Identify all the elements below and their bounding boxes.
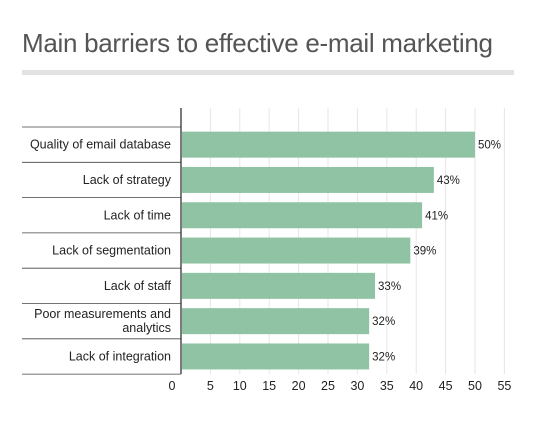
bar (182, 202, 423, 229)
category-label: Lack of segmentation (52, 244, 171, 258)
category-label: Lack of strategy (83, 173, 172, 187)
bar-value-label: 41% (425, 210, 448, 222)
bar-value-label: 43% (437, 175, 460, 187)
chart-title: Main barriers to effective e-mail market… (22, 28, 493, 58)
x-tick-label: 30 (350, 379, 364, 393)
bar (182, 308, 370, 335)
category-label: Poor measurements and analytics (34, 307, 171, 335)
x-tick-label: 25 (321, 379, 335, 393)
bar-value-label: 32% (372, 351, 395, 363)
bar (182, 166, 434, 193)
bar-value-label: 33% (378, 281, 401, 293)
bar-value-label: 39% (413, 246, 436, 258)
title-underline (22, 70, 514, 75)
x-tick-label: 40 (409, 379, 423, 393)
bar (182, 272, 376, 299)
category-label: Lack of integration (69, 349, 171, 363)
bar-value-label: 50% (478, 140, 501, 152)
bar (182, 343, 370, 370)
bar (182, 131, 475, 158)
x-tick-label: 45 (439, 379, 453, 393)
x-tick-label: 10 (233, 379, 247, 393)
category-label: Quality of email database (30, 138, 171, 152)
category-label: Lack of time (104, 208, 171, 222)
bar-value-label: 32% (372, 316, 395, 328)
bar (182, 237, 411, 264)
x-tick-label: 15 (262, 379, 276, 393)
x-tick-label: 20 (292, 379, 306, 393)
x-tick-label: 35 (380, 379, 394, 393)
category-label: Lack of staff (104, 279, 172, 293)
x-tick-label: 5 (207, 379, 214, 393)
x-tick-label: 50 (468, 379, 482, 393)
x-tick-label: 0 (169, 379, 176, 393)
x-tick-label: 55 (497, 379, 511, 393)
